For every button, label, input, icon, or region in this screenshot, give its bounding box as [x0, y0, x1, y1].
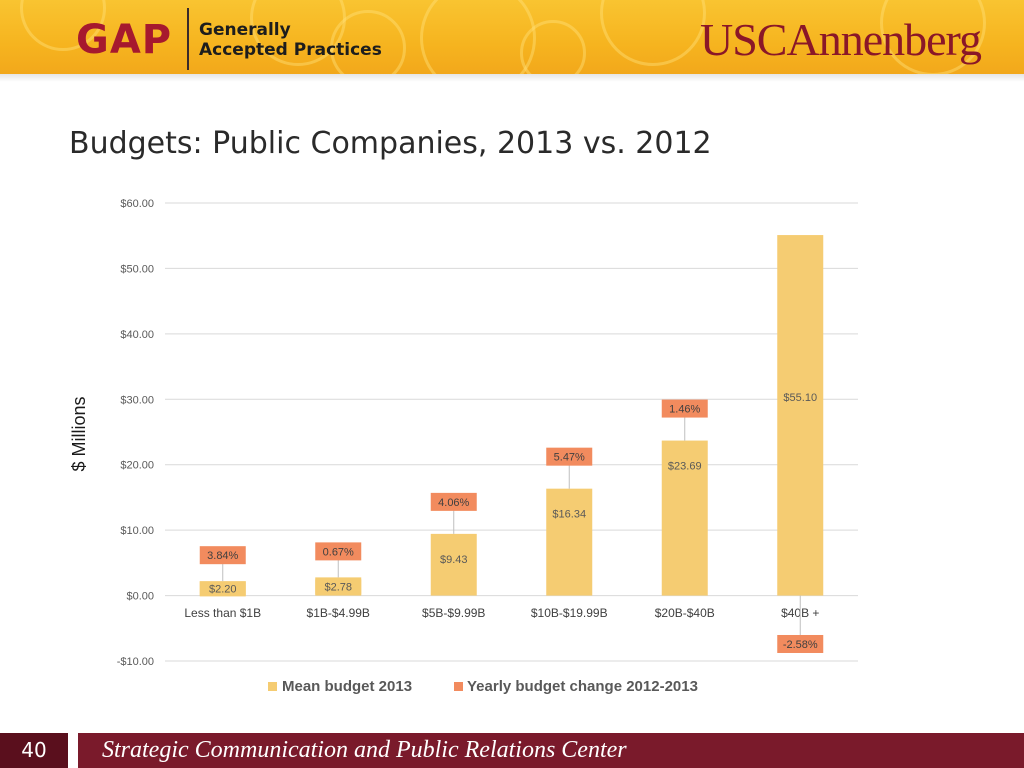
mean-budget-bar — [546, 488, 593, 596]
legend-label-change: Yearly budget change 2012-2013 — [467, 678, 698, 695]
mean-budget-bar — [661, 440, 708, 596]
yearly-change-label: 1.46% — [669, 404, 700, 416]
mean-budget-label: $2.78 — [324, 581, 352, 593]
yearly-change-label: 0.67% — [323, 546, 354, 558]
y-axis-label: $ Millions — [69, 396, 89, 471]
x-category-label: $1B-$4.99B — [307, 606, 370, 620]
x-category-label: $5B-$9.99B — [422, 606, 485, 620]
footer-bar — [0, 733, 1024, 768]
yearly-change-marker — [315, 542, 362, 561]
mean-budget-label: $2.20 — [209, 583, 237, 595]
mean-budget-bar — [777, 235, 824, 596]
yearly-change-marker — [661, 399, 708, 418]
logo-divider — [187, 8, 189, 70]
slide-title: Budgets: Public Companies, 2013 vs. 2012 — [69, 126, 712, 161]
mean-budget-label: $16.34 — [552, 509, 586, 521]
decorative-swirl — [330, 10, 406, 74]
y-tick-label: $10.00 — [120, 525, 154, 537]
budget-bar-chart: $60.00 $50.00 $40.00 $30.00 $20.00 $10.00 $0.0… — [69, 198, 858, 695]
page-number: 40 — [0, 733, 68, 768]
gap-subtitle-line1: Generally — [199, 20, 291, 40]
y-tick-label: $40.00 — [120, 329, 154, 341]
footer-divider — [68, 733, 78, 768]
y-tick-label: $50.00 — [120, 263, 154, 275]
x-category-label: Less than $1B — [184, 606, 261, 620]
footer-center-name: Strategic Communication and Public Relat… — [102, 737, 627, 763]
y-tick-label: -$10.00 — [117, 656, 154, 668]
mean-label-background — [315, 579, 362, 595]
y-tick-label: $0.00 — [126, 591, 154, 603]
yearly-change-marker — [199, 546, 246, 565]
yearly-change-label: 4.06% — [438, 497, 469, 509]
y-tick-label: $20.00 — [120, 460, 154, 472]
yearly-change-label: 3.84% — [207, 550, 238, 562]
yearly-change-label: -2.58% — [783, 639, 818, 651]
legend-swatch-change — [454, 682, 463, 691]
gap-logo-subtitle: Generally Accepted Practices — [199, 20, 382, 60]
mean-budget-label: $55.10 — [783, 392, 817, 404]
yearly-change-label: 5.47% — [554, 452, 585, 464]
mean-budget-bar — [430, 533, 477, 596]
header-banner: GAP Generally Accepted Practices USCAnne… — [0, 0, 1024, 74]
header-shadow — [0, 74, 1024, 82]
yearly-change-marker — [546, 447, 593, 466]
legend-label-mean: Mean budget 2013 — [282, 678, 412, 695]
mean-budget-label: $23.69 — [668, 461, 702, 473]
mean-budget-label: $9.43 — [440, 554, 468, 566]
decorative-swirl — [520, 20, 586, 74]
legend-swatch-mean — [268, 682, 277, 691]
usc-annenberg-logo: USCAnnenberg — [700, 14, 982, 65]
yearly-change-marker — [777, 634, 824, 653]
mean-label-background — [199, 581, 246, 597]
x-category-label: $20B-$40B — [655, 606, 715, 620]
y-tick-label: $60.00 — [120, 198, 154, 210]
yearly-change-marker — [430, 492, 477, 511]
gap-logo: GAP — [76, 17, 173, 63]
y-tick-label: $30.00 — [120, 394, 154, 406]
x-category-label: $10B-$19.99B — [531, 606, 608, 620]
gap-subtitle-line2: Accepted Practices — [199, 40, 382, 60]
